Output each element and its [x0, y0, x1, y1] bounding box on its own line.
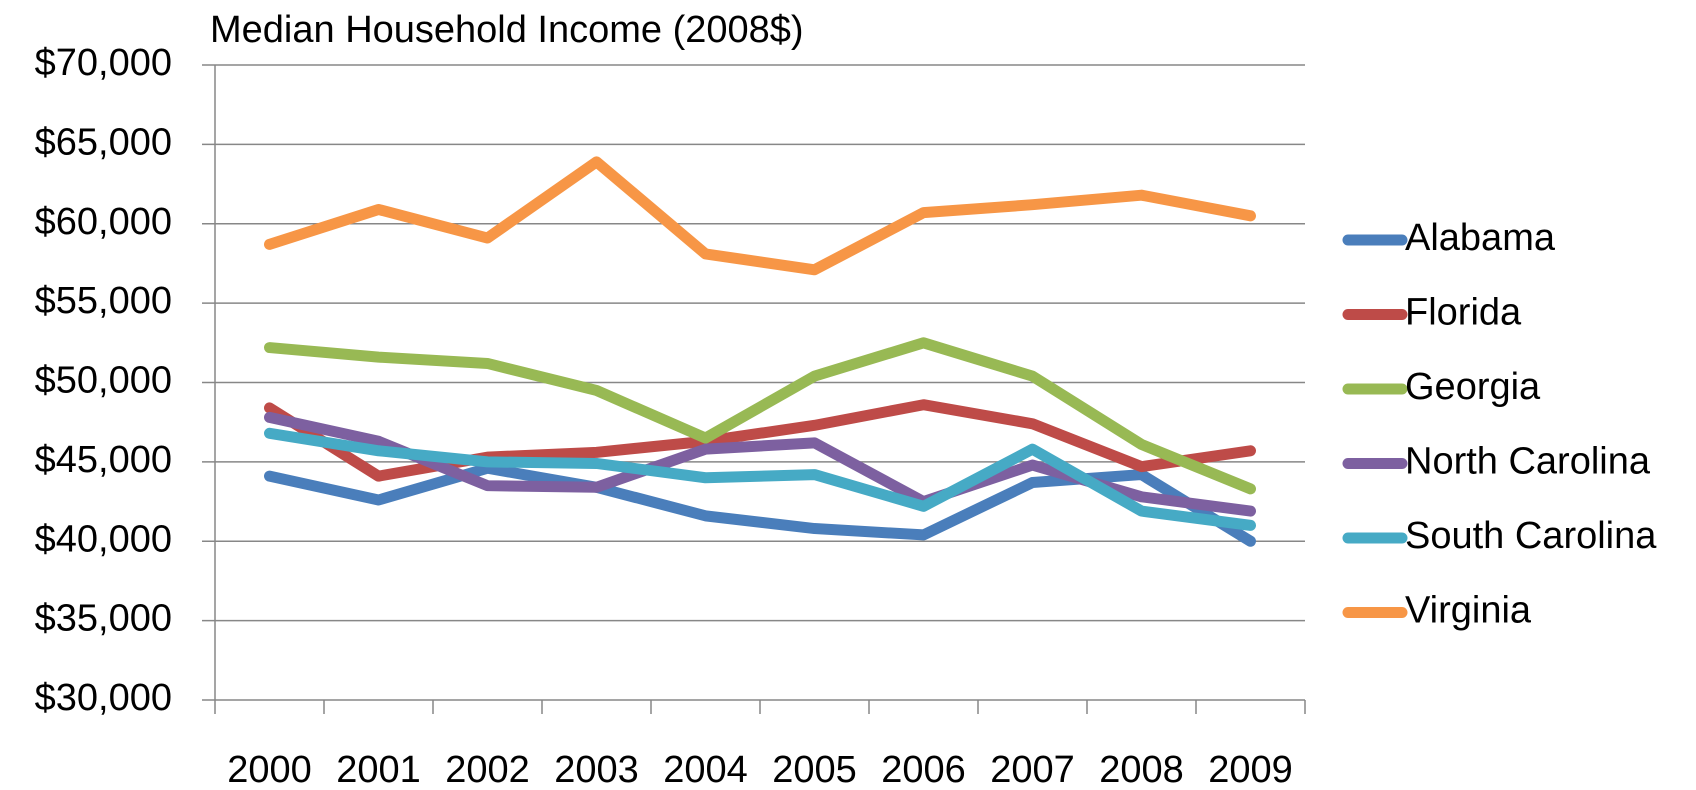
y-tick-label: $40,000 [35, 518, 172, 560]
legend-label: Virginia [1405, 590, 1532, 632]
y-tick-label: $50,000 [35, 360, 172, 402]
y-tick-label: $70,000 [35, 42, 172, 84]
y-tick-label: $60,000 [35, 201, 172, 243]
x-tick-label: 2002 [445, 749, 530, 790]
x-tick-label: 2007 [990, 749, 1075, 790]
x-tick-label: 2003 [554, 749, 639, 790]
y-tick-label: $45,000 [35, 439, 172, 481]
series-line [264, 427, 1256, 531]
x-tick-label: 2009 [1208, 749, 1293, 790]
legend-label: Florida [1405, 292, 1522, 334]
series-line [264, 337, 1256, 495]
legend-label: North Carolina [1405, 441, 1651, 483]
x-tick-label: 2008 [1099, 749, 1184, 790]
x-tick-label: 2006 [881, 749, 966, 790]
x-tick-label: 2001 [336, 749, 421, 790]
y-tick-label: $35,000 [35, 598, 172, 640]
x-tick-label: 2000 [227, 749, 312, 790]
legend-label: South Carolina [1405, 515, 1657, 557]
y-tick-label: $30,000 [35, 677, 172, 719]
x-tick-label: 2005 [772, 749, 857, 790]
legend-label: Georgia [1405, 366, 1541, 408]
y-tick-label: $55,000 [35, 280, 172, 322]
series-line [264, 156, 1256, 276]
x-tick-label: 2004 [663, 749, 748, 790]
chart-title: Median Household Income (2008$) [210, 9, 804, 51]
y-tick-label: $65,000 [35, 121, 172, 163]
legend-label: Alabama [1405, 217, 1556, 259]
